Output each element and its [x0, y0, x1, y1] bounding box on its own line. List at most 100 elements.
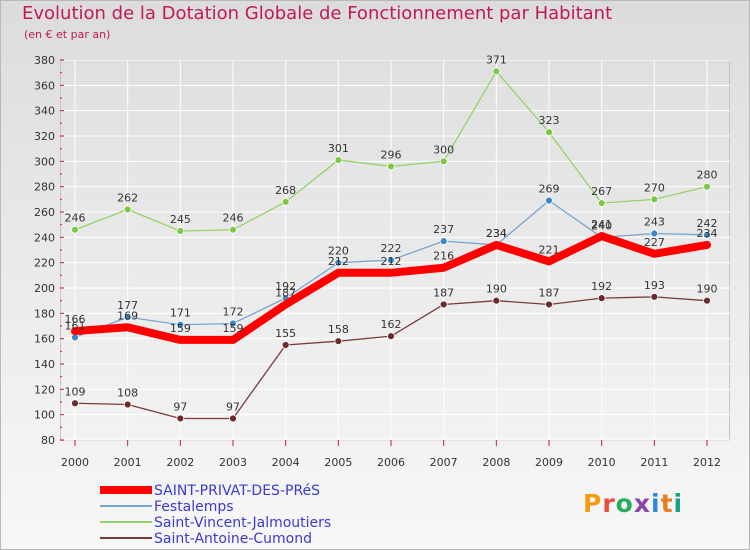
- series-point[interactable]: [439, 300, 448, 309]
- y-tick-label: 300: [34, 155, 55, 168]
- legend[interactable]: SAINT-PRIVAT-DES-PRéSFestalempsSaint-Vin…: [100, 483, 331, 547]
- series-point[interactable]: [123, 313, 132, 322]
- gridlines: [60, 59, 730, 441]
- data-label: 300: [433, 143, 454, 156]
- data-label: 241: [591, 218, 612, 231]
- logo-letter: o: [615, 489, 634, 518]
- series-point[interactable]: [387, 256, 395, 265]
- data-label: 169: [117, 309, 138, 322]
- series-point[interactable]: [281, 341, 290, 349]
- series-line-0: [71, 232, 711, 344]
- data-label: 243: [644, 216, 665, 229]
- y-tick-label: 220: [34, 257, 55, 270]
- data-label: 159: [170, 322, 191, 335]
- legend-label-0[interactable]: SAINT-PRIVAT-DES-PRéS: [154, 483, 320, 499]
- legend-label-2[interactable]: Saint-Vincent-Jalmoutiers: [154, 515, 331, 531]
- y-tick-label: 260: [34, 206, 55, 219]
- y-tick-label: 200: [34, 282, 55, 295]
- series-point[interactable]: [650, 229, 659, 238]
- series-point[interactable]: [176, 320, 185, 329]
- series-point[interactable]: [650, 292, 659, 301]
- series-point[interactable]: [597, 294, 606, 303]
- logo-letter: t: [660, 489, 674, 518]
- data-label: 227: [644, 236, 665, 249]
- series-point[interactable]: [597, 199, 606, 208]
- x-tick-label: 2009: [535, 456, 563, 469]
- legend-label-3[interactable]: Saint-Antoine-Cumond: [154, 531, 312, 547]
- data-label: 268: [275, 184, 296, 197]
- data-label: 192: [591, 280, 612, 293]
- data-label: 371: [486, 53, 507, 66]
- series-point[interactable]: [123, 400, 132, 409]
- series-point[interactable]: [439, 157, 448, 166]
- data-label: 172: [223, 305, 244, 318]
- y-tick-label: 120: [34, 383, 55, 396]
- y-tick-label: 380: [34, 54, 55, 67]
- y-tick-label: 340: [34, 105, 55, 118]
- series-point[interactable]: [176, 414, 185, 423]
- legend-label-1[interactable]: Festalemps: [154, 499, 234, 515]
- series-point[interactable]: [545, 196, 553, 205]
- data-label: 97: [226, 400, 240, 413]
- data-label: 162: [381, 318, 402, 331]
- series-point[interactable]: [334, 258, 343, 267]
- data-label: 212: [328, 255, 349, 268]
- data-label: 280: [697, 169, 718, 182]
- series-point[interactable]: [703, 182, 711, 191]
- x-tick-label: 2007: [430, 456, 458, 469]
- data-label: 97: [173, 400, 187, 413]
- data-label: 108: [117, 387, 138, 400]
- series-point[interactable]: [439, 237, 448, 246]
- series-point[interactable]: [334, 156, 343, 164]
- y-tick-label: 240: [34, 231, 55, 244]
- x-tick-label: 2004: [272, 456, 300, 469]
- series-point[interactable]: [387, 332, 395, 341]
- series-point[interactable]: [703, 296, 711, 305]
- x-axis: 2000 2001 2002 2003 2004 2005 2006 2007 2008 2009…: [61, 440, 721, 469]
- series-point[interactable]: [387, 162, 395, 171]
- series-point[interactable]: [123, 205, 132, 214]
- data-label: 269: [539, 183, 560, 196]
- data-label: 187: [433, 286, 454, 299]
- data-label: 237: [433, 223, 454, 236]
- data-label: 177: [117, 299, 138, 312]
- series-point[interactable]: [176, 227, 185, 235]
- proxiti-logo: Proxiti: [583, 489, 683, 518]
- logo-letter: r: [602, 489, 616, 518]
- data-label: 190: [486, 283, 507, 296]
- series-point[interactable]: [71, 399, 79, 408]
- data-label: 190: [697, 283, 718, 296]
- series-point[interactable]: [545, 300, 553, 309]
- series-point[interactable]: [281, 197, 290, 206]
- logo-letter: i: [651, 489, 661, 518]
- x-tick-label: 2006: [377, 456, 405, 469]
- logo-letter: x: [633, 489, 651, 518]
- series-point[interactable]: [229, 225, 237, 234]
- series-point[interactable]: [229, 414, 237, 423]
- data-label: 109: [65, 385, 86, 398]
- series-point[interactable]: [545, 128, 553, 137]
- series-point[interactable]: [71, 225, 79, 234]
- y-tick-label: 180: [34, 307, 55, 320]
- series-point[interactable]: [650, 195, 659, 204]
- data-label: 171: [170, 307, 191, 320]
- y-tick-label: 140: [34, 358, 55, 371]
- x-tick-label: 2008: [482, 456, 510, 469]
- y-tick-label: 360: [34, 79, 55, 92]
- series-point[interactable]: [492, 296, 501, 305]
- series-point[interactable]: [229, 319, 237, 328]
- logo-letter: i: [673, 489, 684, 518]
- data-label: 323: [539, 114, 560, 127]
- x-tick-label: 2001: [114, 456, 142, 469]
- series-point[interactable]: [334, 337, 343, 346]
- x-tick-label: 2002: [166, 456, 194, 469]
- y-tick-label: 160: [34, 333, 55, 346]
- data-label: 222: [381, 242, 402, 255]
- chart-title: Evolution de la Dotation Globale de Fonc…: [22, 3, 613, 24]
- x-tick-label: 2011: [640, 456, 668, 469]
- series-point[interactable]: [703, 230, 711, 239]
- data-label: 187: [275, 286, 296, 299]
- series-point[interactable]: [492, 67, 501, 76]
